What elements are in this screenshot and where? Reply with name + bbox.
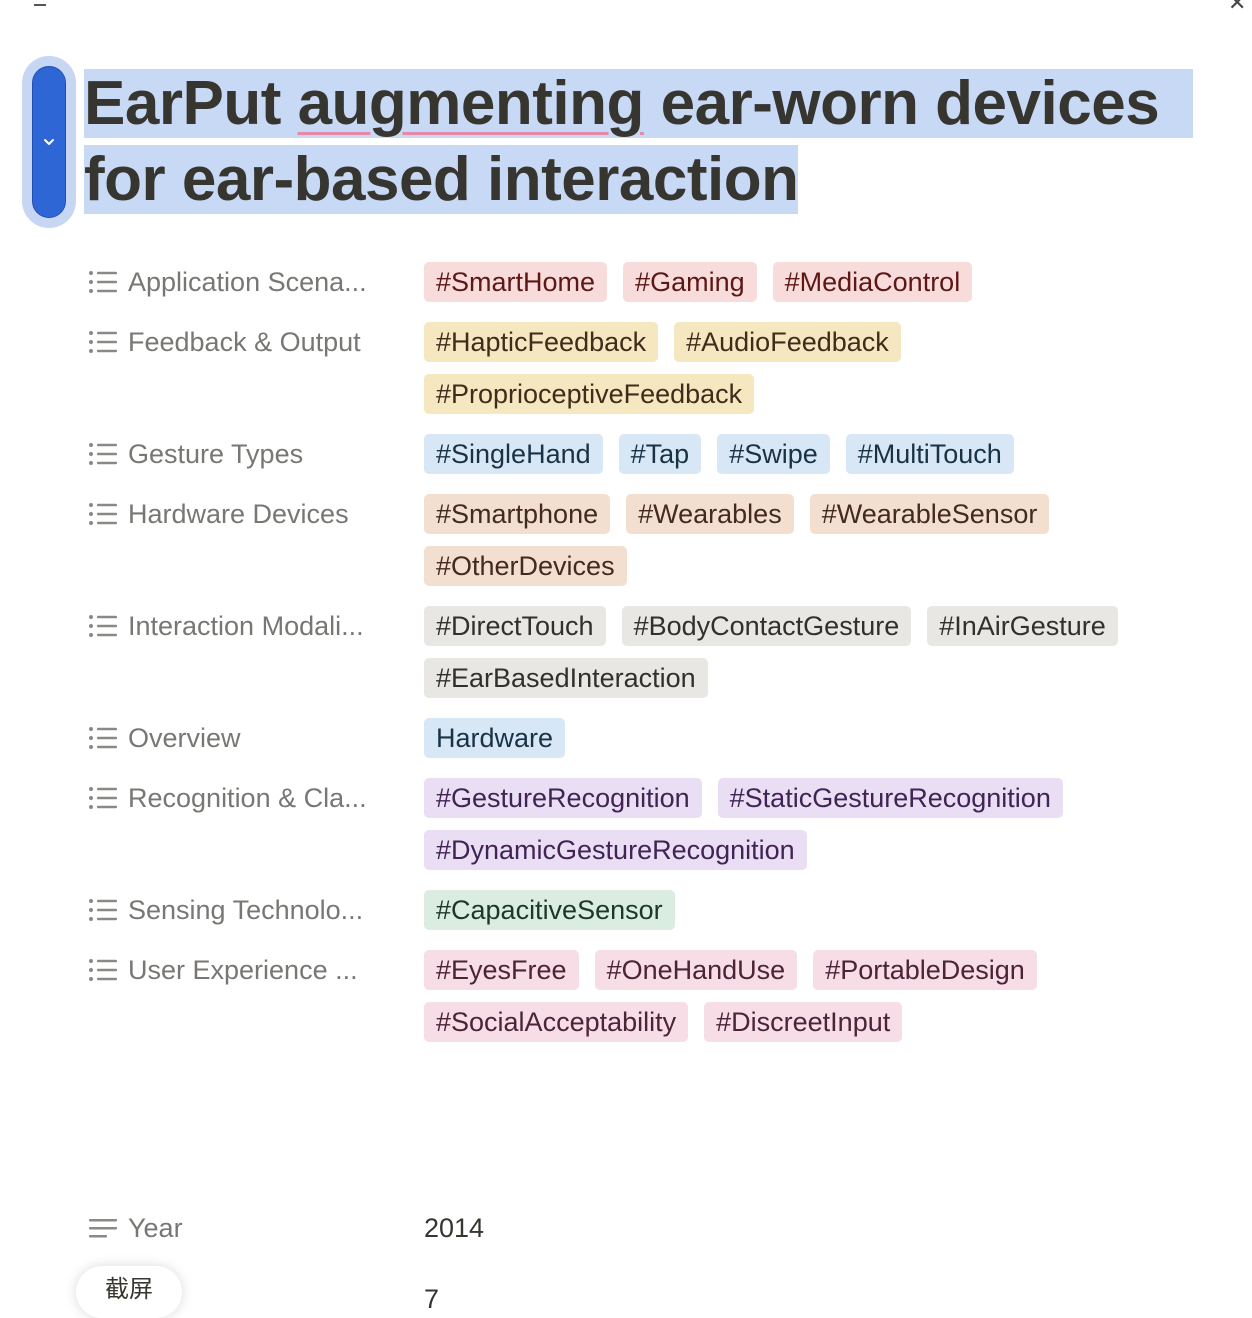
property-tags[interactable]: #SingleHand #Tap #Swipe #MultiTouch (424, 434, 1214, 474)
property-label-text: Sensing Technolo... (128, 894, 364, 925)
property-label-text: Recognition & Cla... (128, 782, 367, 813)
property-label-text: Gesture Types (128, 438, 304, 469)
property-row-gesture-types: Gesture Types #SingleHand #Tap #Swipe #Multi… (88, 434, 1238, 474)
text-lines-icon (89, 1219, 117, 1238)
property-label-text: User Experience ... (128, 954, 358, 985)
property-tags[interactable]: #DirectTouch #BodyContactGesture #InAirGes… (424, 606, 1214, 698)
property-tags[interactable]: #SmartHome #Gaming #MediaControl (424, 262, 1214, 302)
tag-wearables[interactable]: #Wearables (626, 494, 794, 534)
page-title-line2: for ear-based interaction (84, 145, 799, 214)
tag-staticgesturerecognition[interactable]: #StaticGestureRecognition (717, 778, 1063, 818)
property-label[interactable]: Application Scena... (88, 262, 424, 302)
property-label[interactable]: Overview (88, 718, 424, 758)
list-icon (89, 727, 117, 749)
property-label-text: Interaction Modali... (128, 610, 364, 641)
tag-capacitivesensor[interactable]: #CapacitiveSensor (424, 890, 675, 930)
tag-smarthome[interactable]: #SmartHome (424, 262, 608, 302)
page-title[interactable]: EarPut augmenting ear-worn devices for e… (84, 66, 1214, 218)
properties-panel: Application Scena... #SmartHome #Gaming #Me… (88, 262, 1238, 1062)
property-tags[interactable]: #Smartphone #Wearables #WearableSensor #Oth… (424, 494, 1214, 586)
property-label[interactable]: Sensing Technolo... (88, 890, 424, 930)
property-row-overview: Overview Hardware (88, 718, 1238, 758)
misspelled-word: augmenting (297, 69, 645, 138)
property-label-text: Application Scena... (128, 266, 367, 297)
block-collapse-toggle[interactable] (32, 66, 66, 218)
tag-hapticfeedback[interactable]: #HapticFeedback (424, 322, 659, 362)
tag-gaming[interactable]: #Gaming (623, 262, 757, 302)
property-row-hardware-devices: Hardware Devices #Smartphone #Wearables #We… (88, 494, 1238, 586)
tag-inairgesture[interactable]: #InAirGesture (927, 606, 1118, 646)
property-label-text: Year (128, 1212, 183, 1243)
block-drag-handle[interactable] (22, 56, 76, 228)
list-icon (89, 959, 117, 981)
property-label[interactable]: Recognition & Cla... (88, 778, 424, 818)
tag-dynamicgesturerecognition[interactable]: #DynamicGestureRecognition (424, 830, 807, 870)
window-corner-mark (34, 0, 46, 6)
property-label-year[interactable]: Year (88, 1208, 424, 1248)
list-icon (89, 503, 117, 525)
property-label[interactable]: Interaction Modali... (88, 606, 424, 646)
tag-audiofeedback[interactable]: #AudioFeedback (674, 322, 901, 362)
tag-earbasedinteraction[interactable]: #EarBasedInteraction (424, 658, 708, 698)
property-label-text: Overview (128, 722, 241, 753)
property-row-recognition-cla: Recognition & Cla... #GestureRecognition #… (88, 778, 1238, 870)
tag-hardware[interactable]: Hardware (424, 718, 566, 758)
tag-singlehand[interactable]: #SingleHand (424, 434, 603, 474)
tag-bodycontactgesture[interactable]: #BodyContactGesture (621, 606, 912, 646)
tag-onehanduse[interactable]: #OneHandUse (594, 950, 798, 990)
property-value-year[interactable]: 2014 (424, 1213, 485, 1243)
property-row-feedback-output: Feedback & Output #HapticFeedback #AudioFe… (88, 322, 1238, 414)
list-icon (89, 787, 117, 809)
tag-directtouch[interactable]: #DirectTouch (424, 606, 606, 646)
tag-otherdevices[interactable]: #OtherDevices (424, 546, 627, 586)
tag-multitouch[interactable]: #MultiTouch (845, 434, 1014, 474)
tag-proprioceptivefeedback[interactable]: #ProprioceptiveFeedback (424, 374, 755, 414)
property-label-text: Feedback & Output (128, 326, 361, 357)
tag-discreetinput[interactable]: #DiscreetInput (704, 1002, 903, 1042)
tag-swipe[interactable]: #Swipe (717, 434, 830, 474)
list-icon (89, 271, 117, 293)
property-label[interactable]: Feedback & Output (88, 322, 424, 362)
list-icon (89, 443, 117, 465)
list-icon (89, 615, 117, 637)
property-row-user-experience: User Experience ... #EyesFree #OneHandUse #… (88, 950, 1238, 1042)
tag-eyesfree[interactable]: #EyesFree (424, 950, 579, 990)
property-row-interaction-modali: Interaction Modali... #DirectTouch #BodyCo… (88, 606, 1238, 698)
property-tags[interactable]: #CapacitiveSensor (424, 890, 1214, 930)
property-tags[interactable]: #GestureRecognition #StaticGestureRecogni… (424, 778, 1214, 870)
property-label[interactable]: Hardware Devices (88, 494, 424, 534)
chevron-down-icon (44, 139, 54, 145)
property-tags[interactable]: #EyesFree #OneHandUse #PortableDesign #Soci… (424, 950, 1214, 1042)
list-icon (89, 899, 117, 921)
tag-socialacceptability[interactable]: #SocialAcceptability (424, 1002, 689, 1042)
tag-wearablesensor[interactable]: #WearableSensor (809, 494, 1050, 534)
close-icon[interactable]: ✕ (1228, 0, 1247, 15)
tag-gesturerecognition[interactable]: #GestureRecognition (424, 778, 702, 818)
tag-mediacontrol[interactable]: #MediaControl (772, 262, 973, 302)
tag-tap[interactable]: #Tap (618, 434, 702, 474)
tag-portabledesign[interactable]: #PortableDesign (813, 950, 1037, 990)
list-icon (89, 331, 117, 353)
property-row-sensing-technolo: Sensing Technolo... #CapacitiveSensor (88, 890, 1238, 930)
page-title-line1: EarPut augmenting ear-worn devices (84, 69, 1193, 138)
property-tags[interactable]: #HapticFeedback #AudioFeedback #Propriocep… (424, 322, 1214, 414)
screenshot-chip[interactable]: 截屏 (76, 1266, 182, 1318)
property-row-application-scena: Application Scena... #SmartHome #Gaming #Me… (88, 262, 1238, 302)
property-label[interactable]: Gesture Types (88, 434, 424, 474)
tag-smartphone[interactable]: #Smartphone (424, 494, 611, 534)
property-label[interactable]: User Experience ... (88, 950, 424, 990)
property-label-text: Hardware Devices (128, 498, 349, 529)
property-row-year: Year 2014 (88, 1208, 484, 1248)
property-tags[interactable]: Hardware (424, 718, 1214, 758)
